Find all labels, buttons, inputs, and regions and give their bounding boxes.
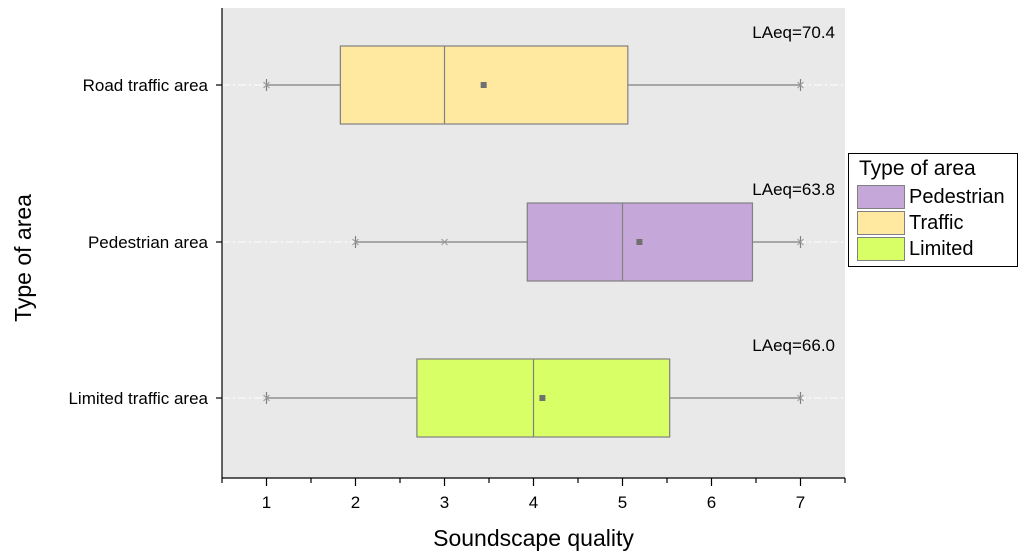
legend-swatch-pedestrian	[857, 185, 905, 209]
extreme-marker	[263, 394, 270, 402]
extreme-marker	[797, 394, 804, 402]
x-axis-label: Soundscape quality	[433, 525, 634, 551]
x-tick-label: 1	[262, 493, 271, 512]
category-label: Limited traffic area	[68, 389, 208, 408]
box-1: LAeq=70.4 Road traffic area	[83, 23, 845, 125]
category-label: Road traffic area	[83, 76, 209, 95]
x-tick-label: 3	[440, 493, 449, 512]
legend-title: Type of area	[859, 157, 976, 180]
mean-marker	[480, 82, 487, 88]
mean-marker	[636, 239, 643, 245]
extreme-marker	[352, 238, 359, 246]
extreme-marker	[797, 238, 804, 246]
extreme-marker	[263, 81, 270, 89]
x-tick-label: 7	[796, 493, 805, 512]
legend-swatch-traffic	[857, 211, 905, 235]
mean-marker	[539, 395, 546, 401]
category-label: Pedestrian area	[88, 233, 209, 252]
legend-item-traffic: Traffic	[857, 210, 1017, 236]
legend: Type of area Pedestrian Traffic Limited	[848, 153, 1018, 267]
x-tick-label: 4	[529, 493, 538, 512]
extreme-marker	[441, 238, 448, 246]
legend-label-pedestrian: Pedestrian	[909, 186, 1005, 208]
legend-swatch-limited	[857, 237, 905, 261]
annotation-label: LAeq=63.8	[752, 180, 835, 199]
box-2: LAeq=63.8 Pedestrian area	[88, 180, 845, 282]
box-3: LAeq=66.0 Limited traffic area	[68, 336, 845, 438]
y-axis-label: Type of area	[10, 194, 36, 322]
annotation-label: LAeq=70.4	[752, 23, 835, 42]
legend-label-traffic: Traffic	[909, 212, 964, 234]
x-tick-label: 6	[707, 493, 716, 512]
legend-label-limited: Limited	[909, 238, 974, 260]
x-tick-label: 2	[351, 493, 360, 512]
legend-item-limited: Limited	[857, 236, 1017, 262]
extreme-marker	[797, 81, 804, 89]
annotation-label: LAeq=66.0	[752, 336, 835, 355]
legend-item-pedestrian: Pedestrian	[857, 184, 1017, 210]
x-tick-label: 5	[618, 493, 627, 512]
